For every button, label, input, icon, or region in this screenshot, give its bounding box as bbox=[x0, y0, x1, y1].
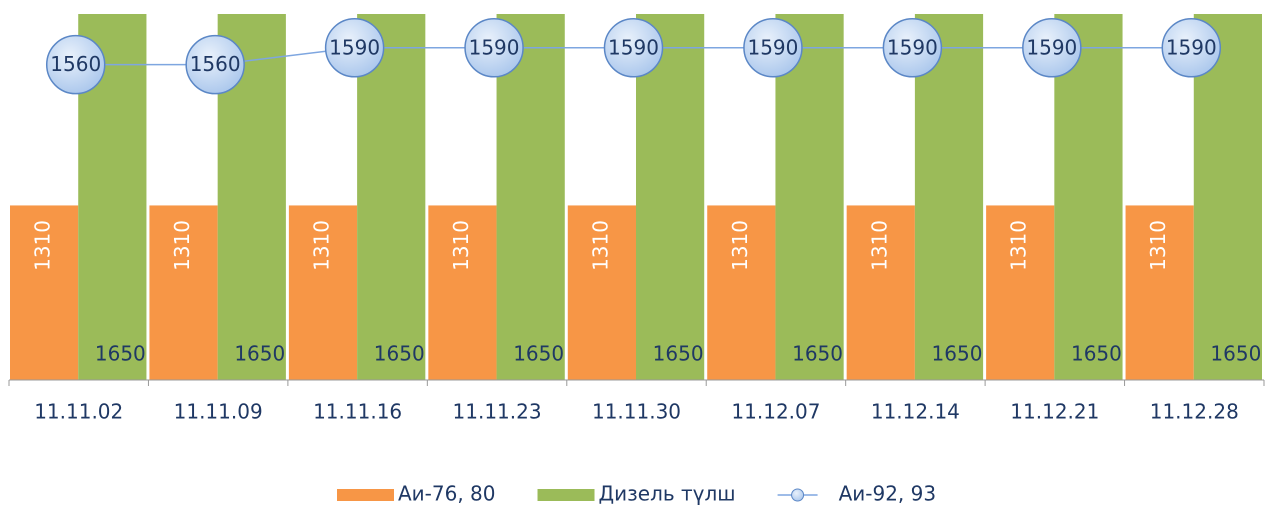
bar bbox=[149, 205, 218, 380]
legend-label: Аи-76, 80 bbox=[398, 482, 496, 506]
data-label: 1650 bbox=[513, 342, 564, 366]
data-label: 1650 bbox=[234, 342, 285, 366]
data-label: 1650 bbox=[374, 342, 425, 366]
marker bbox=[185, 34, 245, 95]
x-tick-label: 11.11.23 bbox=[453, 400, 542, 424]
bar bbox=[846, 205, 915, 380]
data-label: 1650 bbox=[1071, 342, 1122, 366]
marker bbox=[324, 18, 385, 78]
bar bbox=[567, 205, 636, 380]
x-tick-label: 11.12.07 bbox=[731, 400, 820, 424]
x-tick-label: 11.11.09 bbox=[174, 400, 263, 424]
bar bbox=[775, 14, 844, 380]
data-label: 1590 bbox=[1166, 35, 1217, 59]
data-label: 1310 bbox=[310, 220, 334, 271]
bar bbox=[10, 205, 79, 380]
data-label: 1650 bbox=[1210, 342, 1261, 366]
x-tick-label: 11.11.02 bbox=[34, 400, 123, 424]
data-label: 1310 bbox=[449, 220, 473, 271]
data-label: 1590 bbox=[887, 35, 938, 59]
legend-swatch bbox=[337, 489, 394, 501]
data-label: 1590 bbox=[329, 35, 380, 59]
bar bbox=[1193, 14, 1262, 380]
data-label: 1650 bbox=[932, 342, 983, 366]
marker bbox=[1161, 18, 1222, 78]
marker bbox=[464, 18, 524, 78]
bar bbox=[1054, 14, 1123, 380]
bar bbox=[707, 205, 776, 380]
bar bbox=[496, 14, 565, 380]
legend-label: Дизель түлш bbox=[599, 482, 736, 506]
legend-swatch bbox=[537, 489, 595, 501]
bar bbox=[636, 14, 705, 380]
bar bbox=[986, 205, 1055, 380]
data-label: 1310 bbox=[31, 220, 55, 271]
data-label: 1560 bbox=[190, 52, 241, 76]
bar bbox=[357, 14, 426, 380]
data-label: 1560 bbox=[50, 52, 101, 76]
x-tick-label: 11.12.21 bbox=[1010, 400, 1099, 424]
data-label: 1310 bbox=[1146, 220, 1170, 271]
legend-marker bbox=[791, 488, 805, 502]
marker bbox=[1022, 18, 1082, 78]
x-tick-label: 11.12.14 bbox=[871, 400, 960, 424]
data-label: 1650 bbox=[653, 342, 704, 366]
x-tick-label: 11.11.16 bbox=[313, 400, 402, 424]
marker bbox=[45, 34, 106, 95]
data-label: 1590 bbox=[1026, 35, 1077, 59]
x-tick-label: 11.12.28 bbox=[1150, 400, 1239, 424]
bar bbox=[1125, 205, 1194, 380]
x-tick-label: 11.11.30 bbox=[592, 400, 681, 424]
data-label: 1590 bbox=[469, 35, 520, 59]
data-label: 1310 bbox=[170, 220, 194, 271]
data-label: 1650 bbox=[792, 342, 843, 366]
bar bbox=[428, 205, 497, 380]
data-label: 1310 bbox=[867, 220, 891, 271]
data-label: 1650 bbox=[95, 342, 146, 366]
data-label: 1310 bbox=[1007, 220, 1031, 271]
marker bbox=[882, 18, 943, 78]
data-label: 1590 bbox=[747, 35, 798, 59]
data-label: 1310 bbox=[588, 220, 612, 271]
marker bbox=[743, 18, 803, 78]
bar bbox=[914, 14, 984, 380]
bar bbox=[288, 205, 358, 380]
marker bbox=[603, 18, 664, 78]
data-label: 1590 bbox=[608, 35, 659, 59]
data-label: 1310 bbox=[728, 220, 752, 271]
legend-label: Аи-92, 93 bbox=[839, 482, 937, 506]
